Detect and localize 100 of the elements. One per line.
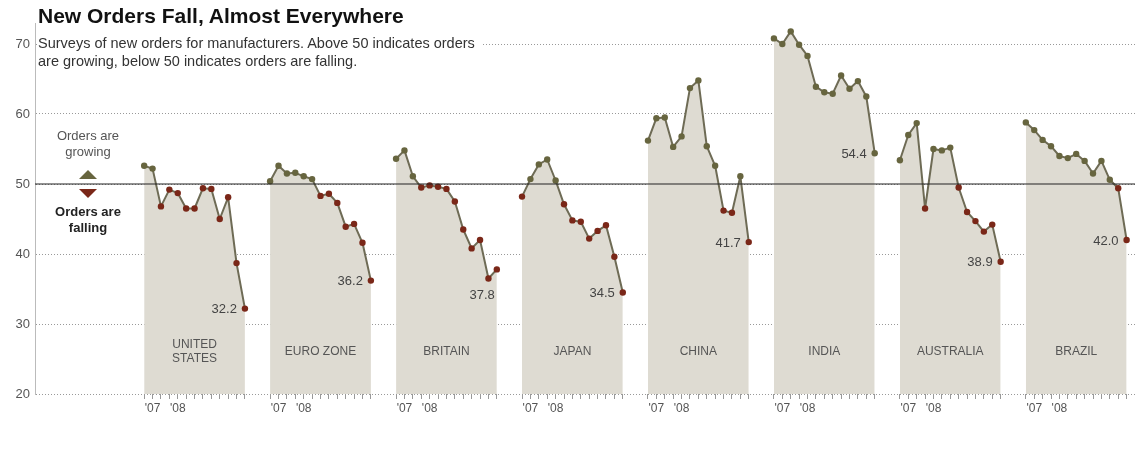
- x-tick-label: '08: [547, 400, 564, 415]
- point: [863, 93, 870, 100]
- point: [854, 77, 862, 85]
- point: [350, 220, 358, 228]
- point: [812, 83, 820, 90]
- point: [224, 194, 232, 201]
- point: [770, 35, 778, 42]
- y-tick-label: 30: [15, 315, 30, 331]
- data-label: 34.5: [589, 285, 615, 301]
- point: [233, 259, 240, 267]
- point: [493, 266, 501, 273]
- x-tick-label: '07: [270, 400, 287, 415]
- point: [972, 217, 979, 225]
- point: [594, 227, 601, 235]
- text: Surveys of new orders for manufacturers. Above 50 indicates orders are growing, below 50 indicates orders are falling.: [38, 34, 476, 70]
- point: [795, 41, 803, 48]
- point: [174, 189, 181, 197]
- point: [418, 184, 425, 191]
- x-tick-label: '08: [925, 400, 942, 415]
- point: [1031, 126, 1038, 134]
- point: [661, 114, 668, 121]
- point: [182, 205, 190, 212]
- series-label: EURO ZONE: [284, 344, 357, 359]
- point: [678, 133, 685, 140]
- x-tick-label: '08: [1051, 400, 1068, 415]
- point: [669, 143, 677, 151]
- series-label: UNITED STATES: [172, 337, 218, 366]
- x-tick-label: '08: [421, 400, 438, 415]
- series-label: AUSTRALIA: [916, 344, 984, 359]
- point: [443, 185, 450, 193]
- point: [216, 215, 223, 223]
- point: [653, 115, 660, 122]
- point: [821, 89, 828, 96]
- point: [1022, 119, 1030, 126]
- annotation: Orders are growing: [55, 128, 121, 160]
- point: [619, 289, 626, 296]
- point: [1098, 157, 1105, 165]
- point: [1056, 152, 1063, 160]
- point: [367, 277, 375, 284]
- x-tick-label: '08: [295, 400, 312, 415]
- point: [1047, 143, 1055, 150]
- series-label: BRAZIL: [1055, 344, 1098, 359]
- x-tick-label: '08: [169, 400, 186, 415]
- x-tick-label: '07: [144, 400, 161, 415]
- point: [711, 162, 719, 169]
- data-label: 54.4: [841, 145, 867, 161]
- x-tick-label: '07: [900, 400, 917, 415]
- point: [871, 150, 878, 157]
- x-tick-label: '07: [522, 400, 539, 415]
- point: [241, 305, 249, 312]
- point: [955, 184, 962, 191]
- point: [460, 226, 467, 233]
- point: [476, 236, 484, 244]
- point: [191, 205, 198, 212]
- point: [317, 192, 324, 200]
- point: [980, 228, 988, 235]
- series-label: BRITAIN: [423, 344, 470, 359]
- point: [560, 201, 568, 208]
- point: [157, 203, 165, 210]
- data-label: 38.9: [967, 254, 993, 270]
- point: [737, 173, 744, 180]
- data-label: 32.2: [211, 301, 237, 317]
- point: [468, 245, 475, 252]
- point: [586, 235, 593, 242]
- x-tick-label: '08: [799, 400, 816, 415]
- point: [644, 137, 652, 144]
- x-tick-label: '07: [648, 400, 665, 415]
- series-label: INDIA: [808, 344, 841, 359]
- series-label: CHINA: [679, 344, 718, 359]
- point: [997, 258, 1004, 265]
- point: [829, 90, 836, 97]
- point: [325, 190, 333, 197]
- point: [359, 239, 366, 246]
- point: [166, 186, 173, 193]
- point: [208, 185, 215, 193]
- data-label: 41.7: [715, 234, 741, 250]
- point: [569, 217, 576, 224]
- point: [1081, 157, 1088, 165]
- annotation: Orders are falling: [54, 204, 122, 236]
- point: [921, 205, 929, 212]
- point: [1064, 154, 1072, 162]
- point: [451, 198, 459, 205]
- point: [1089, 170, 1097, 177]
- y-tick-label: 50: [15, 175, 30, 191]
- point: [837, 72, 845, 79]
- point: [577, 218, 584, 225]
- y-tick-label: 40: [15, 245, 30, 261]
- point: [199, 185, 207, 192]
- chart-title: New Orders Fall, Almost Everywhere: [38, 4, 405, 28]
- y-tick-label: 70: [15, 35, 30, 51]
- point: [334, 199, 341, 207]
- point: [1039, 136, 1046, 144]
- point: [779, 40, 786, 48]
- point: [787, 28, 794, 35]
- data-label: 36.2: [337, 273, 363, 289]
- x-tick-label: '07: [396, 400, 413, 415]
- point: [518, 193, 526, 200]
- point: [703, 143, 710, 150]
- point: [804, 52, 811, 60]
- point: [695, 77, 702, 84]
